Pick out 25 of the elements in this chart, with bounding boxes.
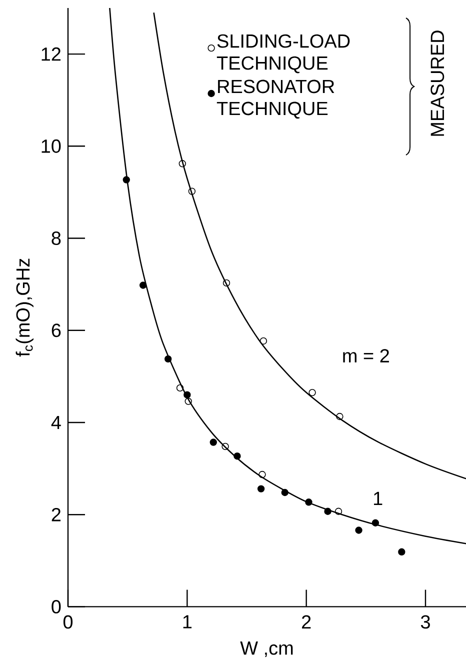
x-axis-title: W ,cm bbox=[240, 642, 293, 658]
legend-label: RESONATOR TECHNIQUE bbox=[216, 80, 334, 119]
y-tick-label: 2 bbox=[52, 508, 61, 522]
x-tick-label: 2 bbox=[302, 615, 311, 628]
line-series bbox=[109, 8, 466, 544]
annotation: 1 bbox=[374, 492, 382, 506]
annotation: MEASURED bbox=[430, 30, 444, 136]
annotation: m = 2 bbox=[343, 349, 389, 362]
point bbox=[355, 526, 362, 534]
line-series bbox=[153, 12, 466, 480]
y-tick-label: 6 bbox=[52, 324, 61, 338]
x-tick-label: 1 bbox=[183, 615, 192, 628]
x-tick-label: 3 bbox=[420, 615, 430, 629]
y-tick-label: 8 bbox=[52, 232, 61, 245]
point bbox=[257, 485, 265, 492]
point bbox=[210, 438, 217, 446]
legend-label: SLIDING-LOAD TECHNIQUE bbox=[216, 34, 350, 74]
x-tick-label: 0 bbox=[63, 615, 73, 629]
point bbox=[398, 548, 406, 556]
y-axis-title: f$_{c}$(mO),GHz bbox=[16, 258, 34, 357]
y-tick-label: 0 bbox=[52, 600, 61, 614]
point bbox=[308, 388, 316, 396]
y-tick-label: 12 bbox=[42, 47, 61, 61]
y-tick-label: 4 bbox=[51, 416, 61, 430]
y-tick-label: 10 bbox=[42, 139, 61, 153]
